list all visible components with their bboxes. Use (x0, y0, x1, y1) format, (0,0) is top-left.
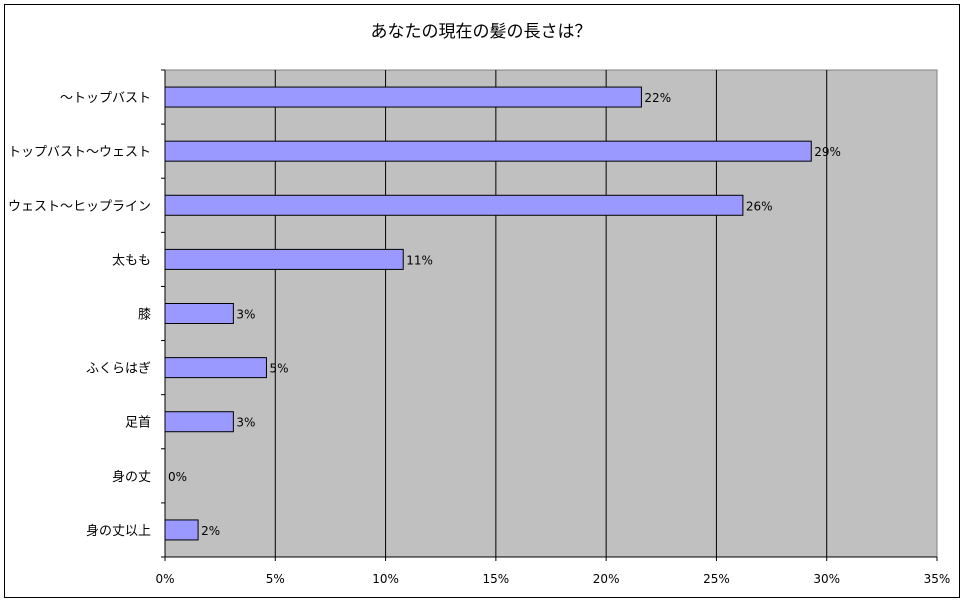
bar (164, 303, 234, 324)
bar (164, 519, 199, 541)
category-label: ふくらはぎ (86, 362, 151, 377)
data-label: 11% (406, 253, 433, 267)
category-label: 身の丈以上 (86, 523, 151, 539)
x-tick-label: 20% (593, 572, 620, 586)
x-tick-label: 5% (266, 572, 285, 586)
bar (164, 248, 404, 270)
bars (164, 86, 812, 541)
data-label: 0% (168, 470, 187, 484)
data-label: 3% (236, 308, 255, 322)
axes (161, 69, 938, 561)
bar (164, 194, 744, 216)
bar (164, 357, 267, 379)
data-label: 29% (814, 145, 841, 159)
category-label: 足首 (125, 416, 151, 431)
category-label: 太もも (112, 253, 151, 268)
chart-title: あなたの現在の髪の長さは？ (371, 22, 592, 42)
x-tick-label: 35% (924, 572, 951, 586)
category-label: ウェスト～ヒップライン (8, 199, 151, 214)
x-tick-label: 15% (483, 572, 510, 586)
x-tick-label: 30% (813, 572, 840, 586)
category-label: 身の丈 (112, 469, 151, 485)
data-label: 26% (746, 199, 773, 213)
category-label: トップバスト～ウェスト (8, 145, 151, 160)
data-label: 3% (236, 416, 255, 430)
bar (164, 411, 234, 433)
x-tick-label: 10% (372, 572, 399, 586)
category-label: ～トップバスト (60, 91, 151, 106)
x-tick-label: 25% (703, 572, 730, 586)
bar (164, 140, 812, 162)
data-label: 2% (201, 524, 220, 538)
data-label: 5% (269, 362, 288, 376)
bar (164, 86, 642, 108)
category-label: 膝 (138, 308, 151, 323)
x-tick-label: 0% (155, 572, 174, 586)
data-label: 22% (644, 91, 671, 105)
labels: 0% 5% 10% 15% 20% 25% 30% 35% ～トップバスト 22% トップバスト～ウ… (8, 91, 950, 586)
